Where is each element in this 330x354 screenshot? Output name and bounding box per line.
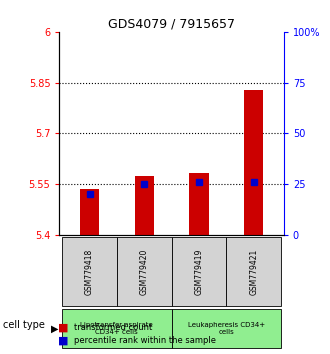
Bar (172, 237, 226, 307)
Bar (80, 189, 99, 235)
Text: GSM779419: GSM779419 (194, 249, 204, 295)
Bar (62, 237, 117, 307)
Text: ▶: ▶ (51, 324, 59, 333)
Bar (244, 90, 263, 235)
Text: transformed count: transformed count (74, 323, 152, 332)
Text: GSM779421: GSM779421 (249, 249, 258, 295)
Text: ■: ■ (58, 336, 68, 346)
Text: cell type: cell type (3, 320, 45, 330)
Text: GSM779420: GSM779420 (140, 249, 149, 295)
Bar (135, 176, 154, 235)
Bar (226, 237, 281, 307)
Text: Lipotransfer aspirate
CD34+ cells: Lipotransfer aspirate CD34+ cells (81, 322, 153, 335)
Text: Leukapheresis CD34+
cells: Leukapheresis CD34+ cells (188, 322, 265, 335)
Bar (117, 237, 172, 307)
Text: percentile rank within the sample: percentile rank within the sample (74, 336, 216, 345)
Text: ■: ■ (58, 322, 68, 332)
Bar (172, 309, 281, 348)
Text: GSM779418: GSM779418 (85, 249, 94, 295)
Title: GDS4079 / 7915657: GDS4079 / 7915657 (108, 18, 235, 31)
Bar (189, 173, 209, 235)
Bar (62, 309, 172, 348)
